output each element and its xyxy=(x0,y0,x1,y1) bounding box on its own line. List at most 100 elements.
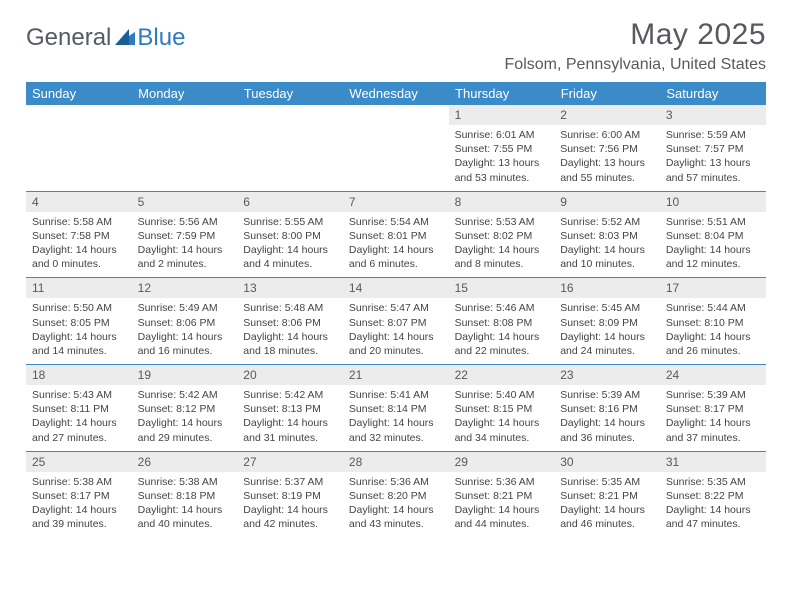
sunset-line: Sunset: 8:03 PM xyxy=(560,229,654,243)
day-content-cell: Sunrise: 5:35 AMSunset: 8:21 PMDaylight:… xyxy=(554,472,660,538)
day-content-cell: Sunrise: 5:39 AMSunset: 8:16 PMDaylight:… xyxy=(554,385,660,451)
day-content-row: Sunrise: 5:58 AMSunset: 7:58 PMDaylight:… xyxy=(26,212,766,278)
day-number-cell xyxy=(237,105,343,125)
day-content-cell: Sunrise: 5:46 AMSunset: 8:08 PMDaylight:… xyxy=(449,298,555,364)
day-number-cell: 4 xyxy=(26,191,132,212)
location: Folsom, Pennsylvania, United States xyxy=(505,56,766,74)
day-number-cell: 24 xyxy=(660,365,766,386)
daylight-line: Daylight: 14 hours and 0 minutes. xyxy=(32,243,126,271)
sunrise-line: Sunrise: 5:55 AM xyxy=(243,215,337,229)
sunrise-line: Sunrise: 5:44 AM xyxy=(666,301,760,315)
day-content-cell xyxy=(26,125,132,191)
daylight-line: Daylight: 14 hours and 47 minutes. xyxy=(666,503,760,531)
header: General Blue May 2025 Folsom, Pennsylvan… xyxy=(26,18,766,74)
daylight-line: Daylight: 14 hours and 24 minutes. xyxy=(560,330,654,358)
sunrise-line: Sunrise: 5:51 AM xyxy=(666,215,760,229)
sunset-line: Sunset: 8:14 PM xyxy=(349,402,443,416)
day-number-cell xyxy=(343,105,449,125)
weekday-header: Saturday xyxy=(660,82,766,105)
day-number-cell: 23 xyxy=(554,365,660,386)
daylight-line: Daylight: 14 hours and 29 minutes. xyxy=(138,416,232,444)
day-content-cell: Sunrise: 5:50 AMSunset: 8:05 PMDaylight:… xyxy=(26,298,132,364)
daylight-line: Daylight: 14 hours and 18 minutes. xyxy=(243,330,337,358)
daylight-line: Daylight: 14 hours and 36 minutes. xyxy=(560,416,654,444)
sunrise-line: Sunrise: 5:53 AM xyxy=(455,215,549,229)
sunrise-line: Sunrise: 5:49 AM xyxy=(138,301,232,315)
sunset-line: Sunset: 8:17 PM xyxy=(32,489,126,503)
day-content-cell: Sunrise: 5:40 AMSunset: 8:15 PMDaylight:… xyxy=(449,385,555,451)
day-number-cell: 5 xyxy=(132,191,238,212)
day-content-cell: Sunrise: 5:36 AMSunset: 8:20 PMDaylight:… xyxy=(343,472,449,538)
weekday-header: Friday xyxy=(554,82,660,105)
sunset-line: Sunset: 7:58 PM xyxy=(32,229,126,243)
sunrise-line: Sunrise: 5:46 AM xyxy=(455,301,549,315)
sunrise-line: Sunrise: 5:58 AM xyxy=(32,215,126,229)
day-content-cell: Sunrise: 6:00 AMSunset: 7:56 PMDaylight:… xyxy=(554,125,660,191)
daylight-line: Daylight: 14 hours and 43 minutes. xyxy=(349,503,443,531)
daylight-line: Daylight: 14 hours and 10 minutes. xyxy=(560,243,654,271)
day-number-cell: 1 xyxy=(449,105,555,125)
sunset-line: Sunset: 8:21 PM xyxy=(455,489,549,503)
day-number-cell: 2 xyxy=(554,105,660,125)
sunset-line: Sunset: 8:08 PM xyxy=(455,316,549,330)
day-content-cell: Sunrise: 5:37 AMSunset: 8:19 PMDaylight:… xyxy=(237,472,343,538)
daylight-line: Daylight: 14 hours and 44 minutes. xyxy=(455,503,549,531)
daylight-line: Daylight: 14 hours and 6 minutes. xyxy=(349,243,443,271)
daylight-line: Daylight: 14 hours and 31 minutes. xyxy=(243,416,337,444)
day-content-cell: Sunrise: 5:52 AMSunset: 8:03 PMDaylight:… xyxy=(554,212,660,278)
day-content-cell: Sunrise: 5:49 AMSunset: 8:06 PMDaylight:… xyxy=(132,298,238,364)
daylight-line: Daylight: 14 hours and 4 minutes. xyxy=(243,243,337,271)
day-number-cell: 15 xyxy=(449,278,555,299)
sunrise-line: Sunrise: 5:41 AM xyxy=(349,388,443,402)
daylight-line: Daylight: 14 hours and 32 minutes. xyxy=(349,416,443,444)
day-content-cell: Sunrise: 5:56 AMSunset: 7:59 PMDaylight:… xyxy=(132,212,238,278)
day-content-row: Sunrise: 5:38 AMSunset: 8:17 PMDaylight:… xyxy=(26,472,766,538)
sunrise-line: Sunrise: 5:36 AM xyxy=(349,475,443,489)
day-number-cell: 13 xyxy=(237,278,343,299)
day-number-cell: 6 xyxy=(237,191,343,212)
daylight-line: Daylight: 14 hours and 14 minutes. xyxy=(32,330,126,358)
sunrise-line: Sunrise: 5:39 AM xyxy=(666,388,760,402)
day-number-row: 123 xyxy=(26,105,766,125)
sunset-line: Sunset: 8:00 PM xyxy=(243,229,337,243)
weekday-header: Monday xyxy=(132,82,238,105)
daylight-line: Daylight: 13 hours and 55 minutes. xyxy=(560,156,654,184)
daylight-line: Daylight: 13 hours and 53 minutes. xyxy=(455,156,549,184)
day-content-cell: Sunrise: 5:41 AMSunset: 8:14 PMDaylight:… xyxy=(343,385,449,451)
sunset-line: Sunset: 8:04 PM xyxy=(666,229,760,243)
day-content-cell: Sunrise: 5:44 AMSunset: 8:10 PMDaylight:… xyxy=(660,298,766,364)
weekday-header: Tuesday xyxy=(237,82,343,105)
day-content-cell: Sunrise: 6:01 AMSunset: 7:55 PMDaylight:… xyxy=(449,125,555,191)
sunset-line: Sunset: 8:20 PM xyxy=(349,489,443,503)
logo: General Blue xyxy=(26,18,185,52)
day-content-cell xyxy=(132,125,238,191)
day-number-cell: 19 xyxy=(132,365,238,386)
day-content-cell: Sunrise: 5:38 AMSunset: 8:17 PMDaylight:… xyxy=(26,472,132,538)
sunrise-line: Sunrise: 5:35 AM xyxy=(666,475,760,489)
day-number-cell: 26 xyxy=(132,451,238,472)
sunrise-line: Sunrise: 5:45 AM xyxy=(560,301,654,315)
day-number-cell: 17 xyxy=(660,278,766,299)
sunset-line: Sunset: 8:10 PM xyxy=(666,316,760,330)
day-number-cell: 16 xyxy=(554,278,660,299)
day-number-cell: 27 xyxy=(237,451,343,472)
day-number-cell: 25 xyxy=(26,451,132,472)
day-number-cell: 7 xyxy=(343,191,449,212)
daylight-line: Daylight: 13 hours and 57 minutes. xyxy=(666,156,760,184)
daylight-line: Daylight: 14 hours and 42 minutes. xyxy=(243,503,337,531)
day-number-cell: 31 xyxy=(660,451,766,472)
day-number-cell: 22 xyxy=(449,365,555,386)
sunrise-line: Sunrise: 6:01 AM xyxy=(455,128,549,142)
sunset-line: Sunset: 8:16 PM xyxy=(560,402,654,416)
logo-text-general: General xyxy=(26,24,111,52)
daylight-line: Daylight: 14 hours and 20 minutes. xyxy=(349,330,443,358)
sunrise-line: Sunrise: 5:36 AM xyxy=(455,475,549,489)
day-content-row: Sunrise: 5:50 AMSunset: 8:05 PMDaylight:… xyxy=(26,298,766,364)
day-number-row: 11121314151617 xyxy=(26,278,766,299)
daylight-line: Daylight: 14 hours and 27 minutes. xyxy=(32,416,126,444)
day-content-cell: Sunrise: 5:42 AMSunset: 8:13 PMDaylight:… xyxy=(237,385,343,451)
day-number-cell xyxy=(26,105,132,125)
sunset-line: Sunset: 8:06 PM xyxy=(138,316,232,330)
day-number-cell: 29 xyxy=(449,451,555,472)
day-number-cell: 18 xyxy=(26,365,132,386)
